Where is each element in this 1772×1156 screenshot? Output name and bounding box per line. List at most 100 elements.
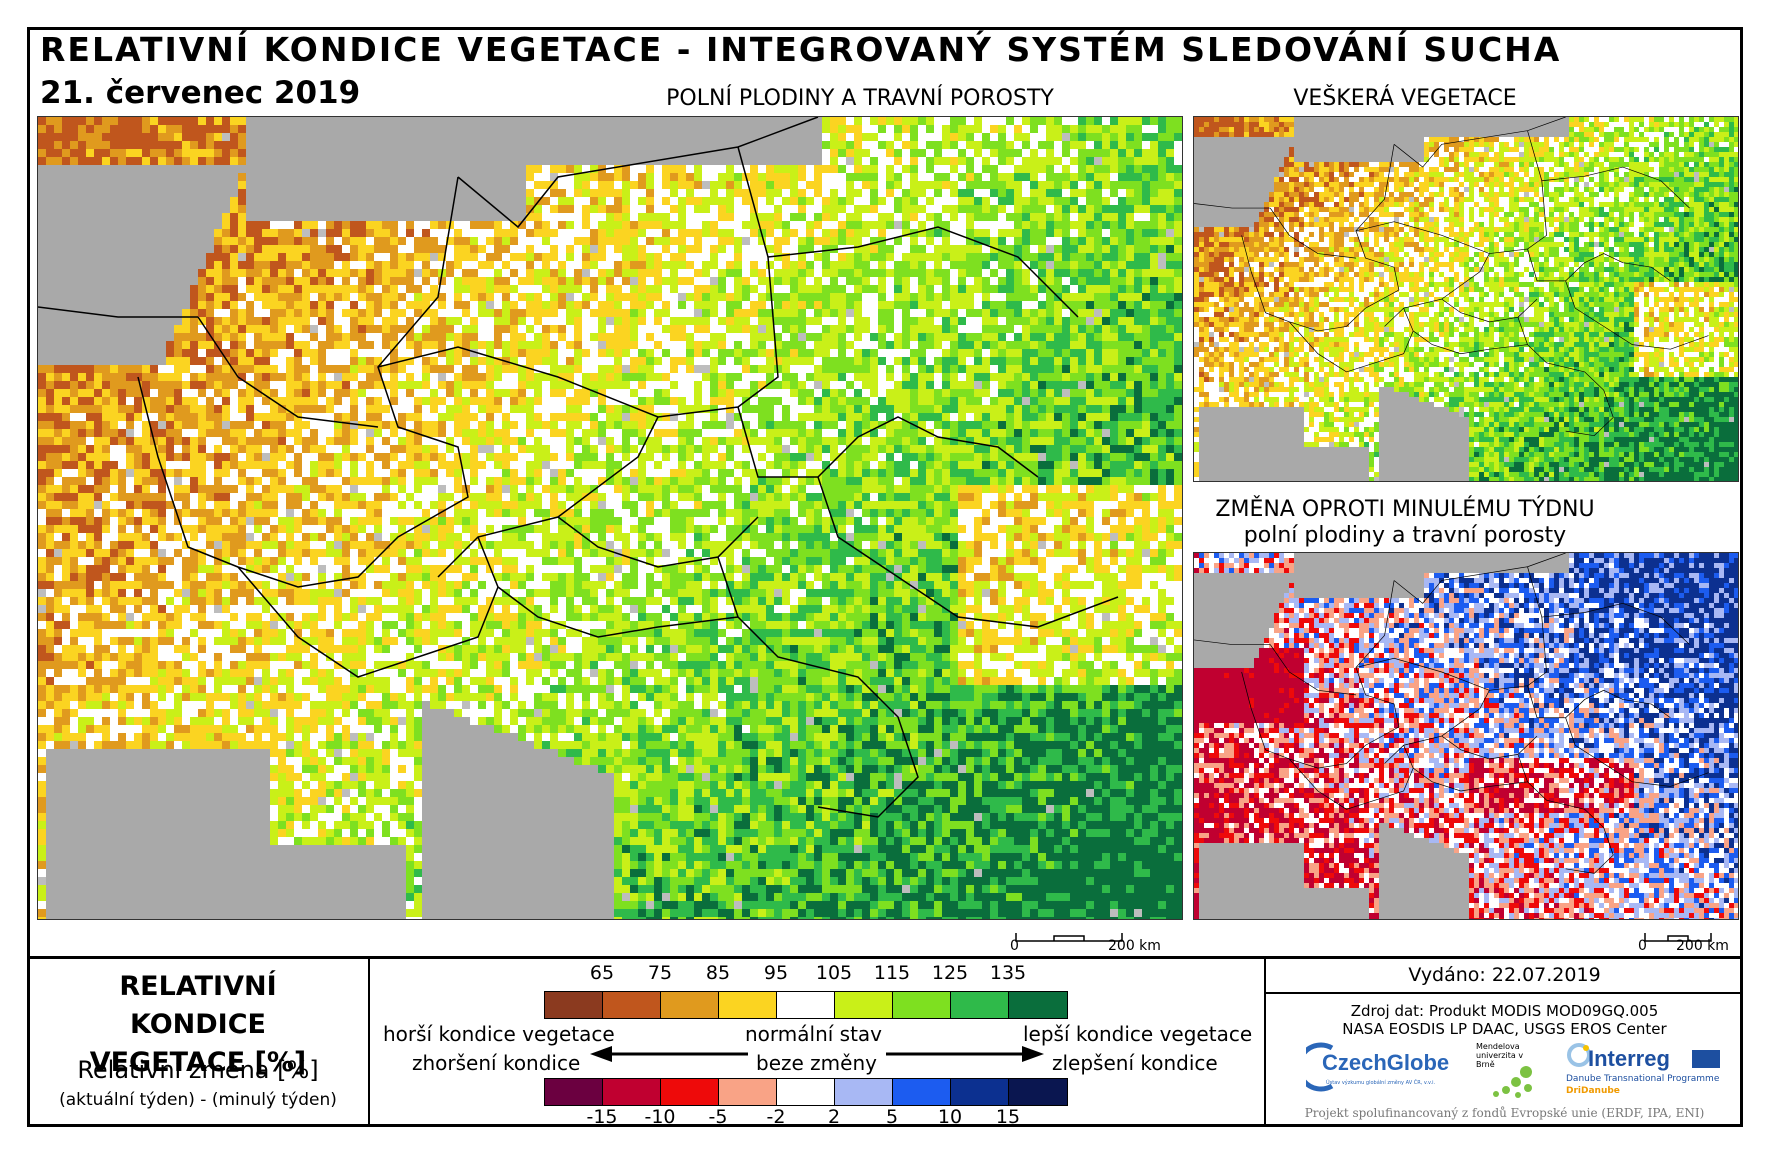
country-border: [1194, 203, 1357, 323]
country-border: [1517, 317, 1614, 437]
legend-divider: [27, 956, 1743, 959]
right-scale-bar: [1643, 928, 1713, 942]
country-border: [1517, 754, 1614, 874]
country-border: [1355, 130, 1547, 254]
condition-tick-label: 105: [816, 962, 852, 984]
change-swatch: [777, 1079, 835, 1105]
country-border: [717, 556, 919, 818]
label-normal: normální stav: [745, 1022, 882, 1046]
country-border: [237, 117, 819, 588]
weekly-change-map: [1194, 553, 1738, 919]
mendel-logo: Mendelova univerzita v Brně: [1476, 1040, 1556, 1100]
czechglobe-logo: CzechGlobe Ústav výzkumu globální změny …: [1306, 1040, 1471, 1096]
label-better: lepší kondice vegetace: [1023, 1022, 1252, 1046]
bottom-right-map-subtitle: polní plodiny a travní porosty: [1180, 523, 1630, 548]
condition-tick-label: 65: [590, 962, 614, 984]
label-improving: zlepšení kondice: [1052, 1051, 1218, 1075]
country-border: [1541, 166, 1709, 350]
country-border: [437, 416, 759, 578]
condition-tick-label: 135: [990, 962, 1026, 984]
condition-color-scale: [544, 991, 1068, 1019]
top-right-map-title: VEŠKERÁ VEGETACE: [1195, 86, 1615, 111]
change-swatch: [951, 1079, 1009, 1105]
main-scale-bar: [1014, 928, 1124, 942]
top-right-map: [1193, 116, 1739, 482]
issued-date: Vydáno: 22.07.2019: [1266, 964, 1743, 986]
label-no-change: beze změny: [756, 1051, 877, 1075]
legend-change-title: Relativní změna [%]: [48, 1056, 348, 1084]
change-swatch: [545, 1079, 603, 1105]
main-scale-zero: 0: [1010, 938, 1019, 954]
condition-tick-label: 125: [932, 962, 968, 984]
eu-funding-note: Projekt spolufinancovaný z fondů Evropsk…: [1266, 1106, 1743, 1120]
country-border: [237, 536, 739, 678]
condition-swatch: [893, 992, 951, 1018]
page-title: RELATIVNÍ KONDICE VEGETACE - INTEGROVANÝ…: [40, 30, 1561, 69]
country-border: [377, 146, 779, 418]
country-border: [1289, 117, 1566, 332]
main-map: [37, 116, 1183, 920]
change-tick-label: -5: [709, 1106, 728, 1128]
condition-tick-label: 115: [874, 962, 910, 984]
country-border: [1384, 690, 1538, 764]
change-swatch: [603, 1079, 661, 1105]
country-border: [38, 306, 379, 568]
condition-swatch: [719, 992, 777, 1018]
condition-swatch: [951, 992, 1009, 1018]
country-border: [1289, 745, 1528, 810]
condition-swatch: [835, 992, 893, 1018]
legend-divider-left: [368, 958, 370, 1126]
country-border: [1289, 553, 1566, 769]
country-border: [767, 226, 1119, 628]
change-color-scale: [544, 1078, 1068, 1106]
change-tick-label: 5: [886, 1106, 898, 1128]
legend-title: RELATIVNÍ KONDICE VEGETACE [%]: [48, 968, 348, 1082]
condition-swatch: [777, 992, 835, 1018]
outer-frame: [27, 27, 1743, 1127]
date-label: 21. červenec 2019: [40, 75, 360, 111]
interreg-logo: Interreg Danube Transnational Programme …: [1562, 1040, 1742, 1102]
condition-tick-label: 95: [764, 962, 788, 984]
change-swatch: [719, 1079, 777, 1105]
condition-swatch: [1009, 992, 1067, 1018]
right-scale-zero: 0: [1638, 938, 1647, 954]
country-border: [1384, 253, 1538, 327]
condition-tick-label: 75: [648, 962, 672, 984]
country-border: [737, 406, 1039, 478]
change-swatch: [893, 1079, 951, 1105]
condition-swatch: [661, 992, 719, 1018]
main-map-title: POLNÍ PLODINY A TRAVNÍ POROSTY: [600, 86, 1120, 111]
condition-swatch: [603, 992, 661, 1018]
condition-tick-label: 85: [706, 962, 730, 984]
data-source-1: Zdroj dat: Produkt MODIS MOD09GQ.005: [1266, 1002, 1743, 1020]
change-tick-label: -10: [644, 1106, 675, 1128]
change-tick-label: -15: [586, 1106, 617, 1128]
legend-divider-right: [1264, 958, 1266, 1126]
legend-change-note: (aktuální týden) - (minulý týden): [48, 1090, 348, 1110]
change-swatch: [1009, 1079, 1067, 1105]
eu-flag-icon: [1692, 1050, 1720, 1068]
country-border: [1527, 685, 1671, 719]
change-tick-label: -2: [767, 1106, 786, 1128]
label-worsening: zhoršení kondice: [412, 1051, 580, 1075]
country-border: [1541, 602, 1709, 787]
bottom-right-map: [1193, 552, 1739, 920]
info-divider: [1264, 992, 1743, 994]
right-scale-km: 200 km: [1676, 938, 1729, 954]
country-border: [1527, 248, 1671, 282]
change-tick-label: 2: [828, 1106, 840, 1128]
country-border: [1355, 566, 1547, 691]
country-border: [1289, 308, 1528, 373]
change-tick-label: 10: [938, 1106, 962, 1128]
change-tick-label: 15: [996, 1106, 1020, 1128]
change-swatch: [835, 1079, 893, 1105]
main-scale-km: 200 km: [1108, 938, 1161, 954]
change-swatch: [661, 1079, 719, 1105]
right-arrow-icon: [884, 1044, 1044, 1064]
all-vegetation-map: [1194, 117, 1738, 481]
data-source-2: NASA EOSDIS LP DAAC, USGS EROS Center: [1266, 1020, 1743, 1038]
left-arrow-icon: [590, 1044, 750, 1064]
label-worse: horší kondice vegetace: [383, 1022, 615, 1046]
vegetation-condition-map: [38, 117, 1182, 919]
country-border: [1194, 639, 1357, 760]
